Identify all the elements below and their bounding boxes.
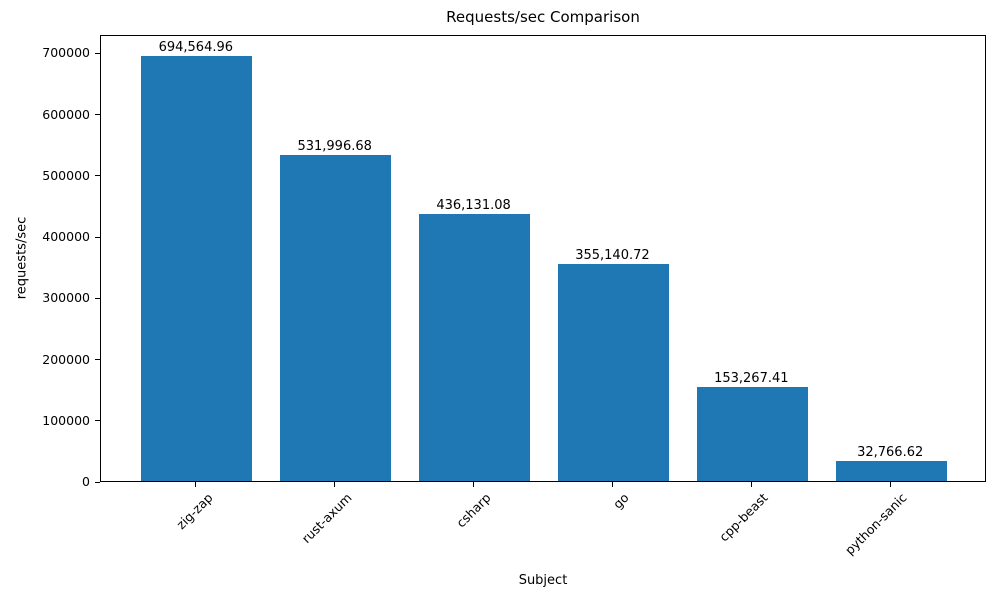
x-tick-mark <box>889 482 891 487</box>
y-tick-mark <box>95 114 100 116</box>
x-axis-label: Subject <box>518 573 568 588</box>
y-tick-mark <box>95 481 100 483</box>
y-tick-label: 600000 <box>42 106 90 122</box>
bar-zig-zap <box>141 55 253 481</box>
bar-value-label-csharp: 436,131.08 <box>436 197 511 213</box>
y-tick-mark <box>95 236 100 238</box>
x-tick-label-csharp: csharp <box>452 490 494 531</box>
chart-title: Requests/sec Comparison <box>446 8 640 26</box>
y-tick-label: 100000 <box>42 412 90 428</box>
x-tick-mark <box>473 482 475 487</box>
y-tick-mark <box>95 297 100 299</box>
bar-value-label-zig-zap: 694,564.96 <box>158 39 234 55</box>
y-tick-label: 300000 <box>42 290 90 306</box>
x-tick-label-rust-axum: rust-axum <box>298 490 355 546</box>
x-tick-mark <box>334 482 336 487</box>
bar-csharp <box>419 213 531 481</box>
y-tick-label: 400000 <box>42 229 90 245</box>
bar-value-label-python-sanic: 32,766.62 <box>857 444 924 460</box>
y-tick-label: 700000 <box>42 45 90 61</box>
y-tick-mark <box>95 175 100 177</box>
x-tick-mark <box>195 482 197 487</box>
y-tick-label: 500000 <box>42 167 90 183</box>
bar-rust-axum <box>280 155 392 481</box>
plot-area <box>100 35 986 482</box>
bar-cpp-beast <box>696 387 808 481</box>
y-tick-mark <box>95 420 100 422</box>
bar-go <box>557 263 669 481</box>
x-tick-label-go: go <box>610 490 633 512</box>
x-tick-label-cpp-beast: cpp-beast <box>716 490 771 545</box>
x-tick-label-python-sanic: python-sanic <box>842 490 910 558</box>
y-tick-mark <box>95 359 100 361</box>
y-tick-label: 200000 <box>42 351 90 367</box>
x-tick-label-zig-zap: zig-zap <box>173 490 216 533</box>
x-tick-mark <box>750 482 752 487</box>
bar-value-label-go: 355,140.72 <box>575 247 650 263</box>
y-tick-label: 0 <box>82 474 90 489</box>
y-tick-mark <box>95 52 100 54</box>
bar-value-label-rust-axum: 531,996.68 <box>297 139 372 155</box>
x-tick-mark <box>611 482 613 487</box>
bar-python-sanic <box>835 460 947 481</box>
bar-value-label-cpp-beast: 153,267.41 <box>714 371 789 387</box>
